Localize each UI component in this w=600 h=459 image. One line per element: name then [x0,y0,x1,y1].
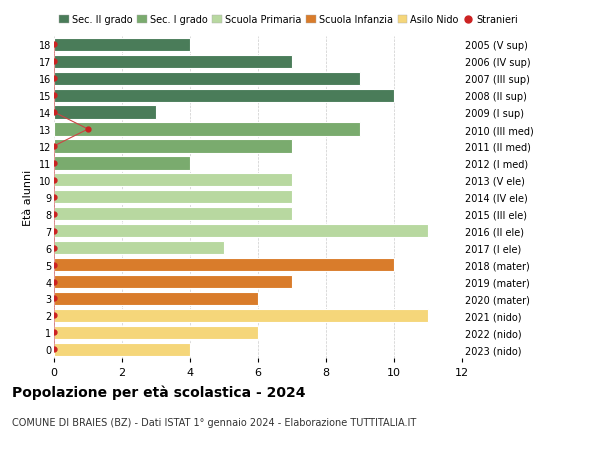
Bar [54,174,292,187]
Bar [54,309,428,322]
Bar [54,343,190,356]
Y-axis label: Età alunni: Età alunni [23,169,33,225]
Bar [54,56,292,69]
Bar [54,123,360,136]
Bar [54,326,258,339]
Legend: Sec. II grado, Sec. I grado, Scuola Primaria, Scuola Infanzia, Asilo Nido, Stran: Sec. II grado, Sec. I grado, Scuola Prim… [59,16,518,25]
Bar [54,39,190,52]
Bar [54,241,224,255]
Bar [54,224,428,238]
Bar [54,157,190,170]
Bar [54,90,394,102]
Text: Popolazione per età scolastica - 2024: Popolazione per età scolastica - 2024 [12,385,305,399]
Bar [54,275,292,289]
Bar [54,106,156,119]
Bar [54,73,360,85]
Bar [54,207,292,221]
Text: COMUNE DI BRAIES (BZ) - Dati ISTAT 1° gennaio 2024 - Elaborazione TUTTITALIA.IT: COMUNE DI BRAIES (BZ) - Dati ISTAT 1° ge… [12,417,416,427]
Bar [54,191,292,204]
Bar [54,292,258,305]
Bar [54,258,394,272]
Bar [54,140,292,153]
